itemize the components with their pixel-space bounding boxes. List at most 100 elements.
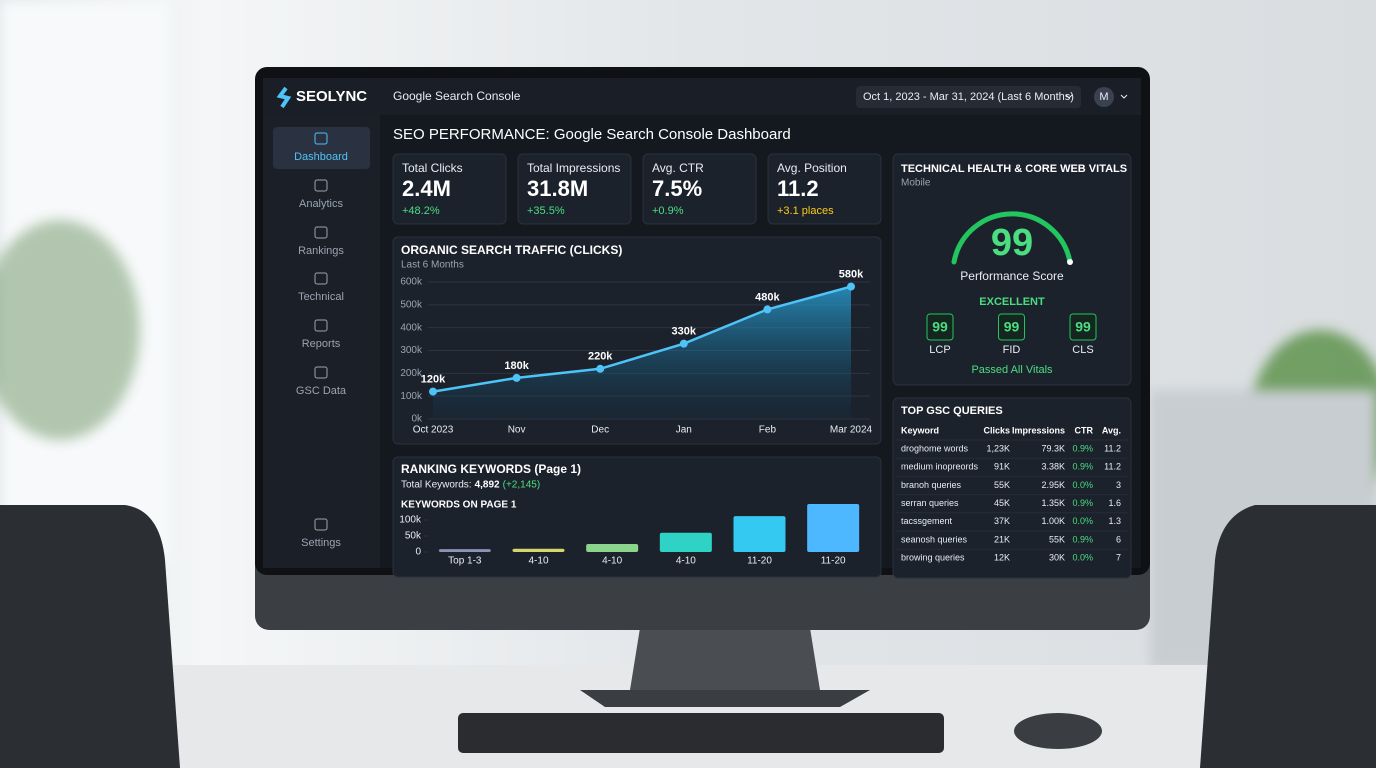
y-tick-label: 100k [399, 515, 422, 526]
bar [438, 549, 491, 552]
x-tick-label: 11-20 [747, 556, 772, 567]
cell: 0.0% [1072, 553, 1093, 563]
nav-item[interactable]: Rankings [298, 245, 344, 257]
cell: 79.3K [1041, 443, 1065, 453]
cell: 1.35K [1041, 498, 1065, 508]
bar [733, 516, 786, 552]
chart-title: ORGANIC SEARCH TRAFFIC (CLICKS) [401, 243, 622, 257]
header-app: Google Search Console [393, 89, 521, 103]
point [679, 339, 688, 348]
chair [1200, 505, 1376, 768]
point [512, 373, 521, 382]
metric-value: 99 [932, 319, 948, 335]
nav-item[interactable]: Reports [302, 338, 341, 350]
kpi-label: Total Clicks [402, 161, 463, 175]
x-tick-label: 4-10 [676, 556, 696, 567]
cell: 91K [994, 462, 1010, 472]
score: 99 [991, 222, 1033, 264]
cell: 6 [1116, 534, 1121, 544]
kpi-change: +35.5% [527, 205, 565, 217]
gauge [951, 211, 1073, 265]
total-change: (+2,145) [503, 480, 541, 491]
value-label: 180k [504, 360, 529, 372]
monitor-stand [630, 628, 820, 690]
x-tick-label: 4-10 [528, 556, 548, 567]
avatar[interactable] [1094, 87, 1114, 107]
cell: 11.2 [1104, 462, 1121, 472]
cell: 55K [994, 480, 1010, 490]
nav-item[interactable]: Dashboard [294, 151, 348, 163]
cell: 21K [994, 534, 1010, 544]
card [767, 153, 882, 225]
cell: 0.9% [1072, 498, 1093, 508]
nav-item[interactable]: GSC Data [296, 385, 347, 397]
kpi-change: +3.1 places [777, 205, 834, 217]
total-label: Total Keywords: [401, 480, 472, 491]
nav-item[interactable]: Technical [298, 291, 344, 303]
keyboard [458, 713, 944, 753]
kpi-change: +48.2% [402, 205, 440, 217]
kpi-value: 2.4M [402, 176, 451, 201]
date-range-picker[interactable] [856, 86, 1081, 108]
monitor-base [580, 690, 870, 707]
page-title: SEO PERFORMANCE: Google Search Console D… [393, 126, 791, 143]
x-tick-label: Jan [676, 425, 692, 436]
metric-value: 99 [1075, 319, 1091, 335]
x-tick-label: Top 1-3 [448, 556, 482, 567]
y-tick-label: 50k [405, 531, 422, 542]
metric-value: 99 [1004, 319, 1020, 335]
x-tick-label: Nov [508, 425, 526, 436]
cell: 3 [1116, 480, 1121, 490]
card [642, 153, 757, 225]
metric-box [1069, 313, 1097, 341]
cell: 1.00K [1041, 516, 1065, 526]
y-tick-label: 0k [411, 414, 423, 425]
y-tick-label: 100k [400, 391, 423, 402]
card-title: TOP GSC QUERIES [901, 405, 1003, 417]
kpi-label: Avg. Position [777, 161, 847, 175]
cell: 11.2 [1104, 443, 1121, 453]
cell: 0.0% [1072, 516, 1093, 526]
x-tick-label: Feb [759, 425, 777, 436]
bar [586, 544, 639, 552]
cell: 0.0% [1072, 480, 1093, 490]
nav-item[interactable]: Analytics [299, 198, 344, 210]
kpi-change: +0.9% [652, 205, 684, 217]
point [596, 364, 605, 373]
card-subtitle: Mobile [901, 178, 931, 189]
cell: 45K [994, 498, 1010, 508]
nav-item[interactable]: Settings [301, 537, 341, 549]
column-header: CTR [1075, 425, 1094, 435]
y-tick-label: 0 [415, 547, 421, 558]
cell: 0.9% [1072, 443, 1093, 453]
chart-subtitle: KEYWORDS ON PAGE 1 [401, 500, 517, 511]
card [892, 397, 1132, 579]
logo [276, 86, 292, 109]
cell: medium inopreords [901, 462, 979, 472]
cell: serran queries [901, 498, 959, 508]
value-label: 480k [755, 291, 780, 303]
nav-icon [314, 179, 328, 192]
y-tick-label: 400k [400, 322, 423, 333]
nav-icon [314, 366, 328, 379]
value-label: 120k [421, 374, 446, 386]
line [432, 285, 852, 393]
x-tick-label: 4-10 [602, 556, 622, 567]
nav-active [273, 127, 370, 169]
kpi-label: Total Impressions [527, 161, 620, 175]
bar [807, 504, 860, 552]
total-value: 4,892 [475, 480, 500, 491]
chevron [1065, 94, 1073, 99]
x-tick-label: Mar 2024 [830, 425, 873, 436]
y-tick-label: 600k [400, 277, 423, 288]
card [517, 153, 632, 225]
cell: 3.38K [1041, 462, 1065, 472]
plant [0, 220, 140, 440]
bar [659, 532, 712, 552]
chair [0, 505, 180, 768]
x-tick-label: Dec [591, 425, 609, 436]
chart-subtitle: Last 6 Months [401, 260, 464, 271]
card-title: TECHNICAL HEALTH & CORE WEB VITALS [901, 163, 1127, 175]
